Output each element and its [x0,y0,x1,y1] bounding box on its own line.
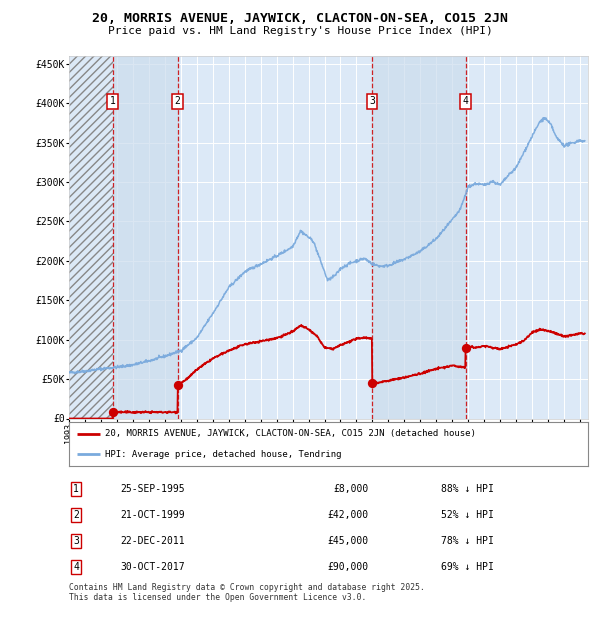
Text: 3: 3 [73,536,79,546]
Text: 21-OCT-1999: 21-OCT-1999 [120,510,185,520]
Text: 4: 4 [73,562,79,572]
Text: 1: 1 [110,96,116,106]
Text: 20, MORRIS AVENUE, JAYWICK, CLACTON-ON-SEA, CO15 2JN (detached house): 20, MORRIS AVENUE, JAYWICK, CLACTON-ON-S… [106,429,476,438]
Point [173,381,182,391]
Text: 2: 2 [175,96,181,106]
Text: 3: 3 [369,96,375,106]
Text: Contains HM Land Registry data © Crown copyright and database right 2025.
This d: Contains HM Land Registry data © Crown c… [69,583,425,602]
Text: £42,000: £42,000 [328,510,369,520]
Text: 69% ↓ HPI: 69% ↓ HPI [441,562,494,572]
Text: 52% ↓ HPI: 52% ↓ HPI [441,510,494,520]
Text: £45,000: £45,000 [328,536,369,546]
Text: 2: 2 [73,510,79,520]
Text: 4: 4 [463,96,469,106]
Text: 25-SEP-1995: 25-SEP-1995 [120,484,185,494]
Point [461,343,470,353]
Point [108,407,118,417]
Text: 88% ↓ HPI: 88% ↓ HPI [441,484,494,494]
Text: £8,000: £8,000 [334,484,369,494]
Bar [372,56,466,419]
Bar [113,56,178,419]
Bar [69,56,113,419]
Text: 22-DEC-2011: 22-DEC-2011 [120,536,185,546]
Point [367,378,377,388]
Text: 1: 1 [73,484,79,494]
Text: HPI: Average price, detached house, Tendring: HPI: Average price, detached house, Tend… [106,450,342,459]
Text: 20, MORRIS AVENUE, JAYWICK, CLACTON-ON-SEA, CO15 2JN: 20, MORRIS AVENUE, JAYWICK, CLACTON-ON-S… [92,12,508,25]
Text: Price paid vs. HM Land Registry's House Price Index (HPI): Price paid vs. HM Land Registry's House … [107,26,493,36]
Text: 78% ↓ HPI: 78% ↓ HPI [441,536,494,546]
Text: 30-OCT-2017: 30-OCT-2017 [120,562,185,572]
Text: £90,000: £90,000 [328,562,369,572]
